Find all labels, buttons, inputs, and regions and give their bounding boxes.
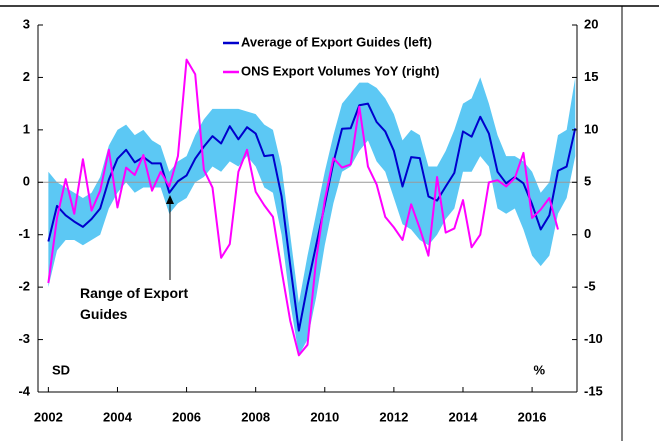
legend-label: ONS Export Volumes YoY (right) <box>241 63 439 78</box>
y2-axis-unit: % <box>533 362 545 377</box>
x-tick-label: 2012 <box>379 409 408 424</box>
y2-tick-label: 20 <box>584 16 598 31</box>
y-tick-label: 2 <box>23 69 30 84</box>
y-tick-label: 1 <box>23 121 30 136</box>
x-tick-label: 2010 <box>310 409 339 424</box>
series-line <box>47 102 577 332</box>
y2-tick-label: -15 <box>584 383 603 398</box>
x-tick-label: 2006 <box>172 409 201 424</box>
y-axis-unit: SD <box>52 362 70 377</box>
legend-label: Average of Export Guides (left) <box>241 34 432 49</box>
x-tick-label: 2002 <box>34 409 63 424</box>
y-tick-label: 3 <box>23 16 30 31</box>
x-tick-label: 2004 <box>103 409 133 424</box>
annotation: Range of Export Guides <box>80 285 189 322</box>
series-line <box>47 58 559 357</box>
y-tick-label: -1 <box>18 226 30 241</box>
x-tick-label: 2016 <box>518 409 547 424</box>
y2-tick-label: 0 <box>584 226 591 241</box>
y2-tick-label: -5 <box>584 279 596 294</box>
y2-tick-label: 15 <box>584 69 598 84</box>
arrow-head <box>166 195 174 204</box>
y2-tick-label: 5 <box>584 174 591 189</box>
y-tick-label: -2 <box>18 279 30 294</box>
y2-tick-label: 10 <box>584 121 598 136</box>
y2-tick-label: -10 <box>584 331 603 346</box>
y-tick-label: -3 <box>18 331 30 346</box>
x-tick-label: 2008 <box>241 409 270 424</box>
x-tick-label: 2014 <box>449 409 479 424</box>
y-tick-label: 0 <box>23 174 30 189</box>
y-tick-label: -4 <box>18 383 30 398</box>
